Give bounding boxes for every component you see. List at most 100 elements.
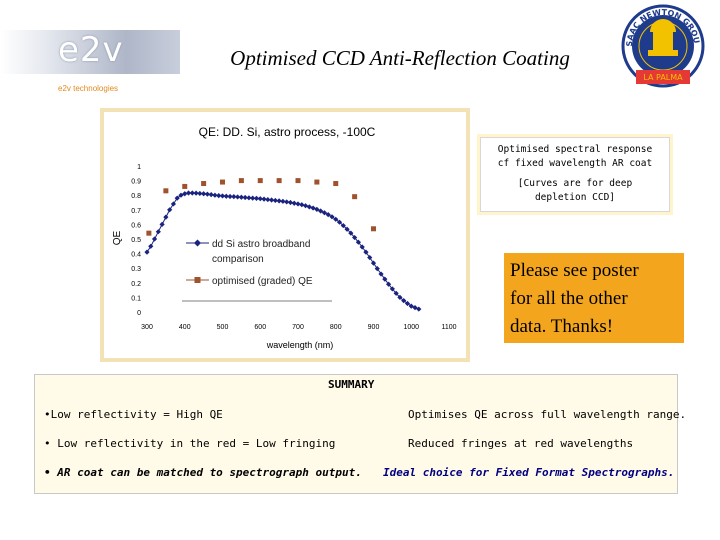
- data-point-broadband: [178, 192, 184, 198]
- y-tick-label: 1: [137, 164, 141, 171]
- summary-row-2-left: • Low reflectivity in the red = Low frin…: [44, 437, 336, 450]
- data-point-optimised: [295, 178, 301, 184]
- x-tick-label: 400: [179, 324, 191, 331]
- summary-row-2-right: Reduced fringes at red wavelengths: [408, 437, 634, 450]
- data-point-optimised: [371, 226, 376, 232]
- y-tick-label: 0.2: [131, 281, 141, 288]
- logo-subtitle: e2v technologies: [58, 84, 119, 93]
- y-tick-label: 0.7: [131, 208, 141, 215]
- data-point-broadband: [412, 305, 418, 311]
- logo-band: [0, 30, 180, 74]
- summary-title: SUMMARY: [328, 378, 375, 391]
- data-point-broadband: [272, 197, 278, 204]
- data-point-broadband: [329, 214, 335, 220]
- data-point-broadband: [299, 202, 305, 208]
- data-point-broadband: [344, 226, 350, 232]
- data-point-broadband: [212, 192, 218, 198]
- data-point-broadband: [174, 195, 180, 201]
- data-point-broadband: [404, 300, 411, 307]
- data-point-broadband: [310, 205, 316, 211]
- data-point-optimised: [182, 183, 188, 189]
- data-point-broadband: [284, 199, 290, 205]
- x-tick-label: 900: [368, 324, 380, 331]
- data-point-broadband: [144, 249, 150, 255]
- legend-label-broadband: dd Si astro broadband: [212, 239, 310, 250]
- y-tick-label: 0.3: [131, 266, 141, 273]
- y-axis-label: QE: [112, 230, 123, 245]
- data-point-broadband: [204, 191, 210, 197]
- page-title: Optimised CCD Anti-Reflection Coating: [230, 46, 570, 70]
- data-point-broadband: [151, 236, 158, 242]
- data-point-optimised: [314, 179, 320, 185]
- data-point-broadband: [287, 199, 294, 206]
- data-point-broadband: [185, 190, 192, 196]
- data-point-broadband: [336, 219, 343, 225]
- data-point-broadband: [367, 254, 373, 261]
- y-tick-label: 0.8: [131, 193, 141, 200]
- data-point-broadband: [333, 216, 339, 222]
- data-point-broadband: [159, 221, 165, 227]
- data-point-optimised: [257, 178, 263, 184]
- data-point-broadband: [393, 290, 399, 296]
- data-point-broadband: [321, 210, 328, 216]
- ing-emblem: ISAAC NEWTON GROUP LA PALMA: [620, 2, 705, 88]
- x-tick-label: 1100: [441, 324, 456, 331]
- chart-title: QE: DD. Si, astro process, -100C: [199, 125, 376, 139]
- data-point-broadband: [416, 306, 422, 312]
- data-point-broadband: [223, 193, 229, 199]
- data-point-broadband: [348, 230, 354, 236]
- x-tick-label: 600: [254, 324, 266, 331]
- data-point-broadband: [306, 204, 312, 210]
- summary-row-1-left: •Low reflectivity = High QE: [44, 408, 223, 421]
- chart-background: [104, 112, 466, 358]
- summary-box: [34, 374, 678, 494]
- data-point-broadband: [208, 192, 214, 198]
- data-point-broadband: [163, 214, 169, 220]
- data-point-broadband: [374, 266, 380, 272]
- data-point-broadband: [148, 243, 154, 249]
- x-tick-label: 500: [217, 324, 229, 331]
- callout-line-4: depletion CCD]: [534, 192, 616, 203]
- data-point-broadband: [246, 195, 252, 201]
- data-point-broadband: [216, 193, 222, 199]
- callout-line-2: cf fixed wavelength AR coat: [497, 158, 653, 169]
- data-point-broadband: [389, 286, 395, 292]
- data-point-broadband: [261, 196, 267, 202]
- data-point-broadband: [314, 206, 320, 212]
- legend-label-optimised: optimised (graded) QE: [212, 276, 313, 287]
- data-point-broadband: [227, 193, 233, 200]
- x-tick-label: 800: [330, 324, 342, 331]
- data-point-broadband: [219, 193, 226, 199]
- data-point-optimised: [146, 230, 152, 236]
- summary-row-3-left: • AR coat can be matched to spectrograph…: [44, 466, 362, 479]
- poster-line-1: Please see poster: [510, 260, 639, 281]
- data-point-broadband: [257, 196, 263, 202]
- spectral-response-callout: Optimised spectral response cf fixed wav…: [480, 137, 670, 212]
- legend-marker-broadband: [194, 239, 201, 247]
- e2v-logo: e2v: [58, 30, 124, 70]
- poster-line-2: for all the other: [510, 288, 628, 309]
- callout-line-3: [Curves are for deep: [517, 178, 633, 189]
- data-point-broadband: [189, 190, 195, 196]
- data-point-broadband: [370, 260, 377, 266]
- data-point-broadband: [250, 195, 256, 201]
- data-point-broadband: [291, 200, 297, 206]
- legend-marker-optimised: [194, 277, 201, 283]
- data-point-broadband: [302, 203, 309, 209]
- data-point-broadband: [397, 294, 403, 300]
- data-point-optimised: [201, 181, 207, 187]
- poster-callout: Please see poster for all the other data…: [504, 253, 684, 343]
- data-point-optimised: [163, 188, 169, 194]
- data-point-broadband: [340, 222, 346, 229]
- data-point-broadband: [268, 197, 275, 203]
- emblem-bottom-text: LA PALMA: [643, 73, 683, 82]
- chart-legend: dd Si astro broadband comparison optimis…: [182, 238, 332, 304]
- data-point-broadband: [355, 239, 361, 245]
- data-point-broadband: [193, 190, 199, 196]
- data-point-broadband: [276, 198, 282, 204]
- data-point-optimised: [276, 178, 282, 184]
- data-point-optimised: [352, 194, 358, 200]
- x-tick-label: 700: [292, 324, 304, 331]
- x-tick-label: 300: [141, 324, 153, 331]
